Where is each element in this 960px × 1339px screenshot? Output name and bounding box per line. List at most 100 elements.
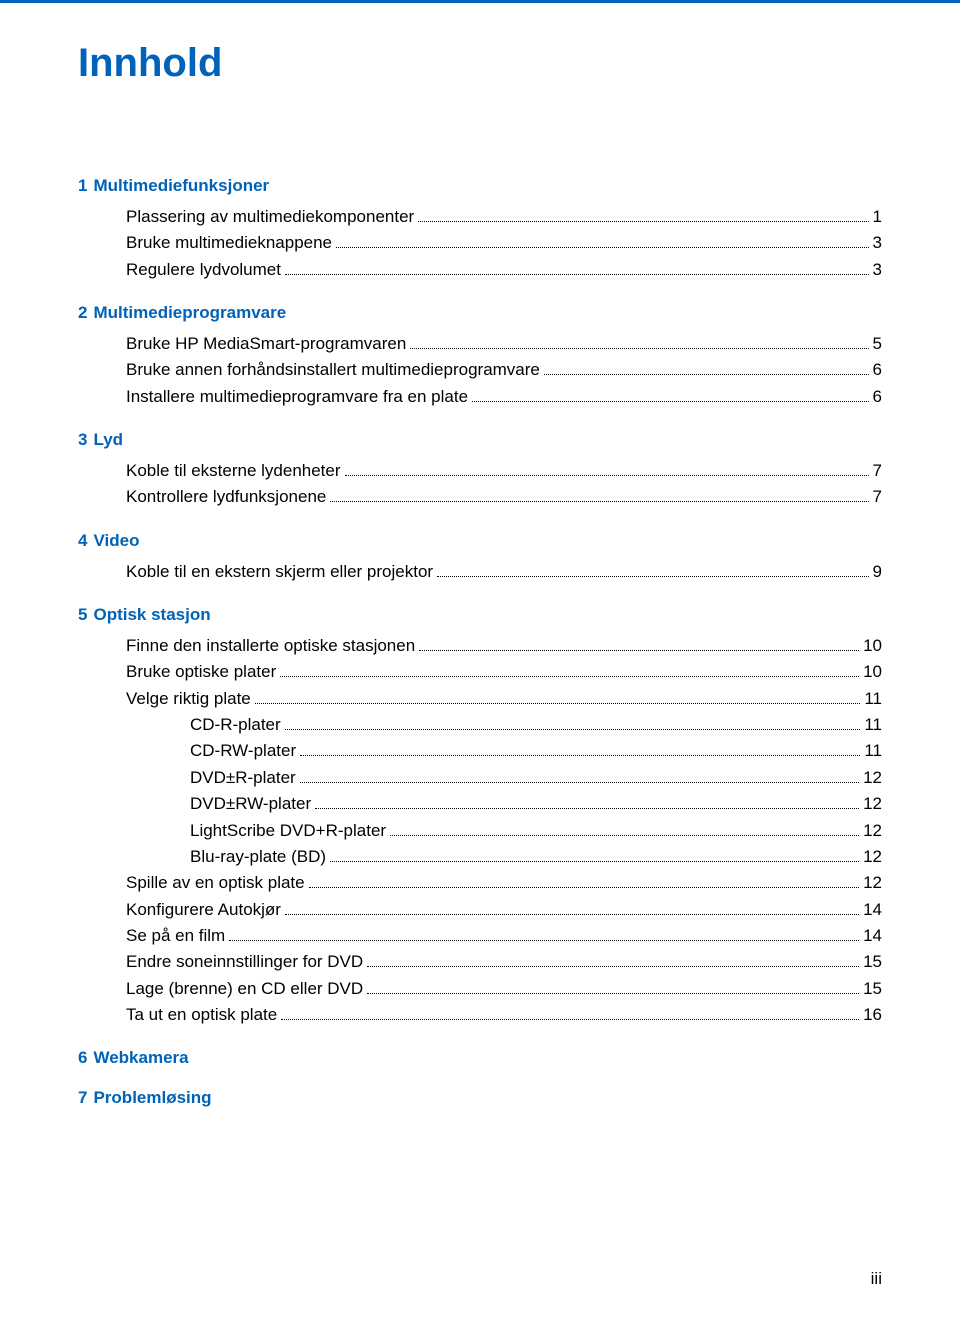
toc-entry-page: 11	[864, 686, 882, 712]
section-number: 5	[78, 605, 87, 624]
toc-entry: CD-RW-plater 11	[78, 738, 882, 764]
toc-entry-page: 12	[863, 818, 882, 844]
toc-entry-label: Ta ut en optisk plate	[126, 1002, 277, 1028]
toc-entry-page: 11	[864, 712, 882, 738]
section-number: 6	[78, 1048, 87, 1067]
toc-entry-page: 7	[873, 458, 882, 484]
toc-entry-page: 9	[873, 559, 882, 585]
toc-entry: Bruke multimedieknappene 3	[78, 230, 882, 256]
section-heading: 3 Lyd	[78, 430, 882, 450]
toc-entry: Endre soneinnstillinger for DVD 15	[78, 949, 882, 975]
toc-leader-dots	[544, 374, 869, 375]
toc-leader-dots	[367, 966, 859, 967]
toc-entry: DVD±R-plater 12	[78, 765, 882, 791]
toc-entry-page: 7	[873, 484, 882, 510]
toc-entry-page: 16	[863, 1002, 882, 1028]
toc-leader-dots	[419, 650, 859, 651]
toc-entry-page: 10	[863, 633, 882, 659]
toc-entry: Bruke optiske plater 10	[78, 659, 882, 685]
section-heading: 5 Optisk stasjon	[78, 605, 882, 625]
toc-entry-page: 5	[873, 331, 882, 357]
toc-entry: Koble til en ekstern skjerm eller projek…	[78, 559, 882, 585]
toc-entry-page: 10	[863, 659, 882, 685]
toc-leader-dots	[336, 247, 869, 248]
section-number: 1	[78, 176, 87, 195]
toc-entry-label: Bruke multimedieknappene	[126, 230, 332, 256]
toc-leader-dots	[330, 861, 859, 862]
section-title: Lyd	[93, 430, 123, 449]
toc-entry-label: Finne den installerte optiske stasjonen	[126, 633, 415, 659]
toc-leader-dots	[472, 401, 868, 402]
toc-entry-label: DVD±R-plater	[190, 765, 296, 791]
toc-entry-label: CD-RW-plater	[190, 738, 296, 764]
toc-entry-label: Regulere lydvolumet	[126, 257, 281, 283]
toc-entry-page: 1	[873, 204, 882, 230]
page-number: iii	[871, 1269, 882, 1289]
toc-entry-label: Bruke HP MediaSmart-programvaren	[126, 331, 406, 357]
toc-leader-dots	[390, 835, 859, 836]
toc-entry: Koble til eksterne lydenheter 7	[78, 458, 882, 484]
section-title: Multimedieprogramvare	[93, 303, 286, 322]
toc-entry: Spille av en optisk plate 12	[78, 870, 882, 896]
toc-leader-dots	[229, 940, 859, 941]
toc-entry-label: Bruke annen forhåndsinstallert multimedi…	[126, 357, 540, 383]
toc-entry-label: Koble til en ekstern skjerm eller projek…	[126, 559, 433, 585]
page-content: Innhold 1 Multimediefunksjoner Plassering …	[0, 3, 960, 1108]
section-heading: 4Video	[78, 531, 882, 551]
toc-entry-label: LightScribe DVD+R-plater	[190, 818, 386, 844]
page-title: Innhold	[78, 41, 882, 86]
toc-leader-dots	[345, 475, 869, 476]
section-title: Optisk stasjon	[93, 605, 210, 624]
section-number: 7	[78, 1088, 87, 1107]
toc-entry-page: 12	[863, 765, 882, 791]
toc-entry: Blu-ray-plate (BD) 12	[78, 844, 882, 870]
toc-entry-label: DVD±RW-plater	[190, 791, 311, 817]
toc-entry-page: 14	[863, 923, 882, 949]
toc-entry-page: 6	[873, 357, 882, 383]
toc-leader-dots	[285, 274, 869, 275]
section-number: 3	[78, 430, 87, 449]
toc-entry: Velge riktig plate 11	[78, 686, 882, 712]
toc-entry-label: Spille av en optisk plate	[126, 870, 305, 896]
toc-entry: Se på en film 14	[78, 923, 882, 949]
toc-entry-page: 3	[873, 230, 882, 256]
section-title: Multimediefunksjoner	[93, 176, 269, 195]
toc-leader-dots	[285, 729, 861, 730]
toc-leader-dots	[309, 887, 859, 888]
toc-leader-dots	[255, 703, 861, 704]
section-title: Video	[93, 531, 139, 550]
toc-entry-label: Plassering av multimediekomponenter	[126, 204, 414, 230]
toc-entry-label: Lage (brenne) en CD eller DVD	[126, 976, 363, 1002]
toc-leader-dots	[437, 576, 868, 577]
toc-entry: Finne den installerte optiske stasjonen …	[78, 633, 882, 659]
toc-leader-dots	[281, 1019, 859, 1020]
toc-entry: Lage (brenne) en CD eller DVD 15	[78, 976, 882, 1002]
toc-entry-page: 12	[863, 844, 882, 870]
toc-leader-dots	[418, 221, 868, 222]
toc-entry-label: Velge riktig plate	[126, 686, 251, 712]
toc-entry-page: 11	[864, 738, 882, 764]
section-heading: 7 Problemløsing	[78, 1088, 882, 1108]
toc-entry: Konfigurere Autokjør 14	[78, 897, 882, 923]
toc-entry: Bruke HP MediaSmart-programvaren 5	[78, 331, 882, 357]
toc-entry: DVD±RW-plater 12	[78, 791, 882, 817]
toc-entry: Bruke annen forhåndsinstallert multimedi…	[78, 357, 882, 383]
toc-entry-page: 12	[863, 870, 882, 896]
toc-entry-label: Se på en film	[126, 923, 225, 949]
toc-entry-label: Koble til eksterne lydenheter	[126, 458, 341, 484]
section-title: Problemløsing	[93, 1088, 211, 1107]
toc-entry-page: 15	[863, 949, 882, 975]
toc-entry-label: Endre soneinnstillinger for DVD	[126, 949, 363, 975]
toc-entry-page: 15	[863, 976, 882, 1002]
toc-entry: LightScribe DVD+R-plater 12	[78, 818, 882, 844]
toc-leader-dots	[410, 348, 868, 349]
toc-entry-page: 12	[863, 791, 882, 817]
toc-leader-dots	[367, 993, 859, 994]
toc-leader-dots	[285, 914, 859, 915]
toc-entry-label: Bruke optiske plater	[126, 659, 276, 685]
toc-entry: Regulere lydvolumet 3	[78, 257, 882, 283]
toc-entry-label: Kontrollere lydfunksjonene	[126, 484, 326, 510]
toc-leader-dots	[315, 808, 859, 809]
toc-leader-dots	[330, 501, 868, 502]
toc-entry-label: CD-R-plater	[190, 712, 281, 738]
